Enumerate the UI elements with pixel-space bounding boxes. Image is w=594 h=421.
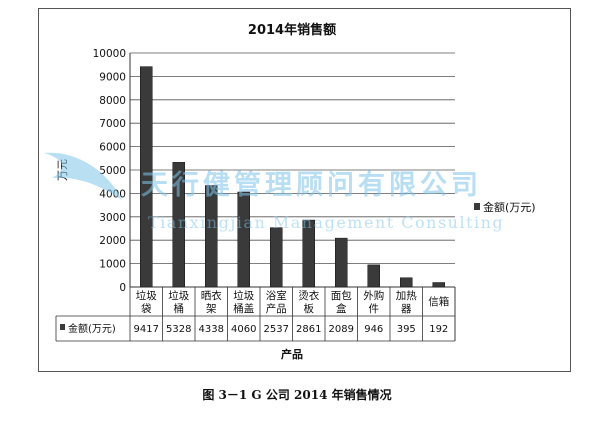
x-tick-label: 器 xyxy=(401,303,412,315)
figure-caption: 图 3－1 G 公司 2014 年销售情况 xyxy=(202,388,392,402)
y-tick-label: 9000 xyxy=(99,71,126,83)
x-tick-label: 桶 xyxy=(174,302,185,315)
bar xyxy=(140,66,153,288)
bar xyxy=(302,219,315,288)
x-axis-label: 产品 xyxy=(281,347,303,361)
x-tick-label: 外购 xyxy=(363,289,384,302)
bar xyxy=(205,185,218,288)
legend-swatch xyxy=(474,203,480,210)
x-tick-label: 信箱 xyxy=(428,295,449,308)
bar xyxy=(335,237,348,288)
data-label: 5328 xyxy=(166,324,191,335)
data-label: 9417 xyxy=(134,324,159,335)
y-tick-label: 8000 xyxy=(99,95,126,107)
data-label: 395 xyxy=(397,324,416,335)
watermark-text: 天行健管理顾问有限公司 xyxy=(141,169,482,201)
data-label: 2537 xyxy=(264,324,289,335)
x-tick-label: 桶盖 xyxy=(233,302,254,315)
x-tick-label: 晒衣 xyxy=(201,289,222,302)
y-tick-label: 7000 xyxy=(99,118,126,130)
chart-frame xyxy=(38,8,571,372)
y-tick-label: 6000 xyxy=(99,142,126,154)
chart-title: 2014年销售额 xyxy=(248,22,336,38)
watermark-subtext: Tianxingjian Management Consulting xyxy=(148,213,504,232)
x-tick-label: 盒 xyxy=(336,302,347,315)
data-label: 4338 xyxy=(199,324,224,335)
x-tick-label: 垃圾 xyxy=(168,289,189,302)
legend-label: 金额(万元) xyxy=(483,200,536,214)
y-tick-label: 3000 xyxy=(99,212,126,224)
x-tick-label: 垃圾 xyxy=(136,289,157,302)
x-tick-label: 袋 xyxy=(141,302,152,315)
watermark-swoosh-icon xyxy=(44,152,122,200)
data-label: 2089 xyxy=(329,324,354,335)
data-label: 192 xyxy=(429,324,448,335)
x-tick-label: 件 xyxy=(369,303,380,315)
x-tick-label: 加热 xyxy=(396,289,417,302)
x-tick-label: 板 xyxy=(304,302,315,315)
x-tick-label: 架 xyxy=(206,303,217,315)
y-tick-label: 1000 xyxy=(99,259,126,271)
y-tick-label: 0 xyxy=(119,282,126,294)
table-series-label: 金额(万元) xyxy=(68,322,116,335)
x-tick-label: 烫衣 xyxy=(298,289,319,302)
bar xyxy=(432,282,445,288)
y-tick-label: 2000 xyxy=(99,235,126,247)
table-series-key xyxy=(60,324,65,330)
bar xyxy=(400,277,413,288)
x-tick-label: 垃圾 xyxy=(233,289,254,302)
bar xyxy=(172,162,185,288)
bar xyxy=(237,191,250,288)
x-tick-label: 面包 xyxy=(331,289,352,302)
y-tick-label: 10000 xyxy=(93,48,126,60)
y-tick-label: 5000 xyxy=(99,165,126,177)
data-label: 946 xyxy=(364,324,383,335)
x-tick-label: 浴室 xyxy=(266,289,287,302)
data-label: 2861 xyxy=(296,324,321,335)
x-tick-label: 产品 xyxy=(266,302,287,315)
data-label: 4060 xyxy=(231,324,256,335)
bar xyxy=(270,227,283,288)
bar xyxy=(367,264,380,288)
